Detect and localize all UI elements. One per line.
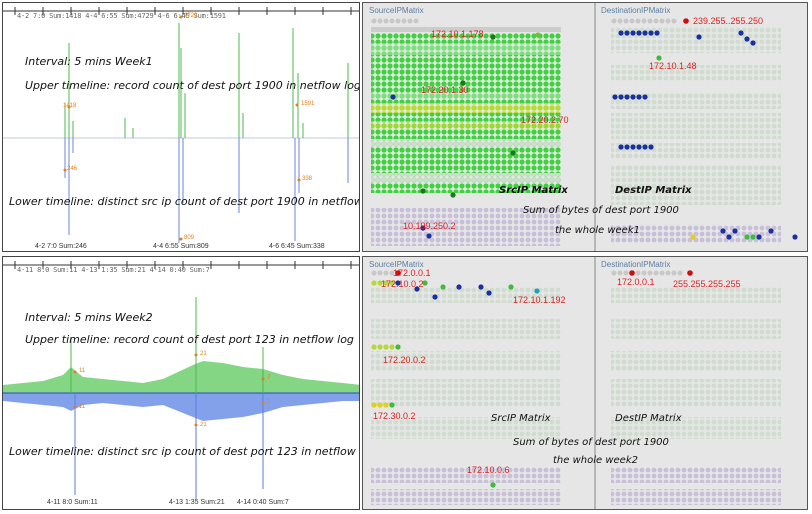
week2-src-ip-label: 172.0.0.1 <box>393 268 431 278</box>
week2-upper-value: 7 <box>267 375 271 381</box>
week1-src-ip-label: 172.20.1.30 <box>421 85 469 95</box>
week2-dst-matrix-header: DestinationIPMatrix <box>601 260 671 269</box>
week1-src-ip-label: 172.10.1.178 <box>431 29 484 39</box>
week1-lower-value: 809 <box>184 235 195 241</box>
week2-src-ip-label: 172.10.0.2 <box>381 279 424 289</box>
week2-lower-annotation: Lower timeline: distinct src ip count of… <box>9 445 360 458</box>
week1-lower-value: 246 <box>67 166 78 172</box>
week1-interval-annotation: Interval: 5 mins Week1 <box>25 55 153 68</box>
week2-bottom-label: 4-13 1:35 Sum:21 <box>169 499 225 506</box>
week1-dst-matrix-header: DestinationIPMatrix <box>601 6 671 15</box>
week1-upper-value: 1591 <box>301 101 315 107</box>
week2-lower-value: 21 <box>200 422 207 428</box>
week2-src-ip-label: 172.20.0.2 <box>383 355 426 365</box>
week1-bottom-label: 4-2 7:0 Sum:246 <box>35 243 87 250</box>
week1-ruler-labels: 4-2 7:0 Sum:1418 4-4 6:55 Sum:4729 4-6 6… <box>17 12 226 20</box>
week2-upper-value: 11 <box>79 368 86 374</box>
week1-lower-annotation: Lower timeline: distinct src ip count of… <box>9 195 360 208</box>
week1-destip-matrix-label: DestIP Matrix <box>615 185 692 196</box>
week2-matrix-panel: SourceIPMatrix DestinationIPMatrix 172.0… <box>362 256 808 510</box>
week1-matrix-chart <box>371 3 798 251</box>
week2-timeline-panel: 4-11 8:0 Sum:11 4-13 1:35 Sum:21 4-14 0:… <box>2 256 360 510</box>
week2-interval-annotation: Interval: 5 mins Week2 <box>25 311 153 324</box>
week1-timeline-panel: 4-2 7:0 Sum:1418 4-4 6:55 Sum:4729 4-6 6… <box>2 2 360 252</box>
week1-srcip-matrix-label: SrcIP Matrix <box>499 185 568 196</box>
week2-timeline-chart <box>3 261 359 499</box>
week2-bottom-label: 4-11 8:0 Sum:11 <box>47 499 98 506</box>
week2-ruler-labels: 4-11 8:0 Sum:11 4-13 1:35 Sum:21 4-14 0:… <box>17 266 210 274</box>
week2-src-ip-label: 172.10.0.6 <box>467 465 510 475</box>
week1-upper-value: 4729 <box>184 13 198 19</box>
week2-src-ip-label: 172.30.0.2 <box>373 411 416 421</box>
week1-dst-ip-label: 172.10.1.48 <box>649 61 697 71</box>
week1-upper-value: 1418 <box>63 103 77 109</box>
week2-upper-annotation: Upper timeline: record count of dest por… <box>25 333 354 346</box>
week2-src-matrix-header: SourceIPMatrix <box>369 260 424 269</box>
week1-upper-annotation: Upper timeline: record count of dest por… <box>25 79 360 92</box>
week1-src-ip-label: 172.20.2.70 <box>521 115 569 125</box>
week1-sum-line: Sum of bytes of dest port 1900 <box>523 205 679 216</box>
week2-lower-value: 7 <box>267 400 271 406</box>
week2-bottom-label: 4-14 0:40 Sum:7 <box>237 499 289 506</box>
week2-lower-value: 11 <box>79 404 86 410</box>
week2-whole-line: the whole week2 <box>553 455 638 466</box>
week1-bottom-label: 4-4 6:55 Sum:809 <box>153 243 209 250</box>
week1-lower-value: 338 <box>302 176 313 182</box>
week2-sum-line: Sum of bytes of dest port 1900 <box>513 437 669 448</box>
week2-dst-ip-label: 255.255.255.255 <box>673 279 741 289</box>
week2-upper-value: 21 <box>200 351 207 357</box>
week1-src-ip-label: 10.199.250.2 <box>403 221 456 231</box>
week1-src-matrix-header: SourceIPMatrix <box>369 6 424 15</box>
week1-bottom-label: 4-6 6:45 Sum:338 <box>269 243 325 250</box>
week2-matrix-chart <box>371 257 781 509</box>
week2-srcip-matrix-label: SrcIP Matrix <box>491 413 551 424</box>
week1-matrix-panel: SourceIPMatrix DestinationIPMatrix 172.1… <box>362 2 808 252</box>
week1-dst-ip-label: 239.255..255.250 <box>693 16 764 26</box>
week1-whole-line: the whole week1 <box>555 225 640 236</box>
week2-dst-ip-label: 172.0.0.1 <box>617 277 655 287</box>
week2-destip-matrix-label: DestIP Matrix <box>615 413 682 424</box>
week1-timeline-chart <box>3 7 359 243</box>
week2-src-ip-label: 172.10.1.192 <box>513 295 566 305</box>
